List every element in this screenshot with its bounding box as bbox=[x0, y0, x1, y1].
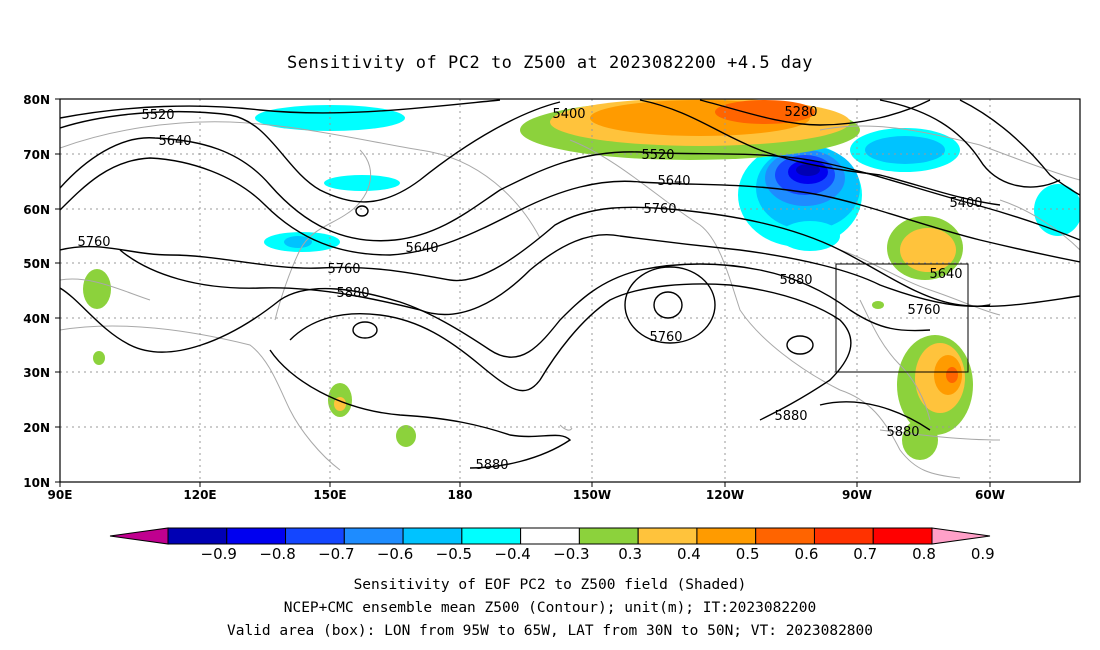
contour-label: 5760 bbox=[643, 202, 676, 217]
colorbar-segment bbox=[872, 527, 933, 545]
colorbar-left-arrow bbox=[109, 527, 169, 545]
figure-title: Sensitivity of PC2 to Z500 at 2023082200… bbox=[287, 53, 813, 73]
colorbar-tick-label: 0.9 bbox=[971, 545, 995, 563]
contour-label: 5880 bbox=[774, 409, 807, 424]
contour-label: 5880 bbox=[336, 286, 369, 301]
lat-lon-grid bbox=[60, 99, 1080, 482]
contour-label: 5640 bbox=[657, 174, 690, 189]
caption-line-3: Valid area (box): LON from 95W to 65W, L… bbox=[227, 623, 873, 639]
lon-label: 120E bbox=[183, 488, 216, 502]
colorbar: −0.9 −0.8 −0.7 −0.6 −0.5 −0.4 −0.3 0.3 0.4 0.5 0.6… bbox=[109, 527, 995, 563]
lat-label: 70N bbox=[23, 148, 50, 162]
colorbar-tick-label: −0.4 bbox=[494, 545, 530, 563]
colorbar-tick-label: −0.3 bbox=[553, 545, 589, 563]
axis-ticks bbox=[55, 98, 991, 487]
colorbar-right-arrow bbox=[931, 527, 991, 545]
colorbar-tick-label: −0.8 bbox=[259, 545, 295, 563]
lon-label: 90W bbox=[842, 488, 872, 502]
contour-label: 5760 bbox=[327, 262, 360, 277]
map-content bbox=[60, 99, 1080, 482]
colorbar-tick-label: 0.4 bbox=[677, 545, 701, 563]
contour-label: 5520 bbox=[141, 108, 174, 123]
contour-label: 5640 bbox=[405, 241, 438, 256]
contour-label: 5760 bbox=[907, 303, 940, 318]
caption-line-2: NCEP+CMC ensemble mean Z500 (Contour); u… bbox=[284, 600, 817, 616]
contour-label: 5760 bbox=[77, 235, 110, 250]
lon-label: 180 bbox=[447, 488, 472, 502]
caption-line-1: Sensitivity of EOF PC2 to Z500 field (Sh… bbox=[354, 577, 747, 593]
colorbar-segment bbox=[813, 527, 874, 545]
colorbar-segment bbox=[520, 527, 580, 545]
colorbar-tick-label: 0.6 bbox=[795, 545, 819, 563]
contour-label: 5760 bbox=[649, 330, 682, 345]
contour-label: 5880 bbox=[475, 458, 508, 473]
colorbar-segment bbox=[285, 527, 345, 545]
lon-label: 120W bbox=[706, 488, 744, 502]
colorbar-tick-label: −0.9 bbox=[201, 545, 237, 563]
map-panel: 5520 5640 5760 5640 5760 5880 5400 5520 … bbox=[23, 93, 1081, 502]
latitude-labels: 80N 70N 60N 50N 40N 30N 20N 10N bbox=[23, 93, 50, 490]
positive-sensitivity-shading bbox=[83, 99, 973, 460]
colorbar-tick-label: 0.5 bbox=[736, 545, 760, 563]
colorbar-tick-label: −0.6 bbox=[377, 545, 413, 563]
colorbar-tick-label: −0.7 bbox=[318, 545, 354, 563]
contour-label: 5400 bbox=[949, 196, 982, 211]
contour-label: 5400 bbox=[552, 107, 585, 122]
colorbar-segment bbox=[696, 527, 757, 545]
colorbar-segment bbox=[343, 527, 404, 545]
colorbar-tick-label: 0.3 bbox=[618, 545, 642, 563]
colorbar-segment bbox=[167, 527, 228, 545]
map-frame bbox=[59, 98, 1081, 483]
lat-label: 60N bbox=[23, 203, 50, 217]
lat-label: 50N bbox=[23, 257, 50, 271]
lat-label: 10N bbox=[23, 476, 50, 490]
valid-area-box bbox=[835, 263, 969, 373]
colorbar-tick-label: −0.5 bbox=[436, 545, 472, 563]
colorbar-segment bbox=[402, 527, 463, 545]
z500-contours bbox=[60, 99, 1080, 469]
lat-label: 40N bbox=[23, 312, 50, 326]
lat-label: 20N bbox=[23, 421, 50, 435]
contour-label: 5280 bbox=[784, 105, 817, 120]
colorbar-tick-label: 0.7 bbox=[853, 545, 877, 563]
colorbar-tick-label: 0.8 bbox=[912, 545, 936, 563]
lon-label: 90E bbox=[48, 488, 73, 502]
colorbar-segment bbox=[755, 527, 815, 545]
contour-labels: 5520 5640 5760 5640 5760 5880 5400 5520 … bbox=[77, 105, 982, 473]
contour-label: 5520 bbox=[641, 148, 674, 163]
contour-label: 5640 bbox=[158, 134, 191, 149]
lon-label: 150W bbox=[573, 488, 611, 502]
colorbar-segment bbox=[226, 527, 287, 545]
lon-label: 60W bbox=[975, 488, 1005, 502]
longitude-labels: 90E 120E 150E 180 150W 120W 90W 60W bbox=[48, 488, 1005, 502]
lat-label: 30N bbox=[23, 366, 50, 380]
contour-label: 5880 bbox=[886, 425, 919, 440]
contour-label: 5640 bbox=[929, 267, 962, 282]
colorbar-segment bbox=[637, 527, 698, 545]
colorbar-segment bbox=[578, 527, 639, 545]
coastlines bbox=[60, 121, 1080, 479]
lat-label: 80N bbox=[23, 93, 50, 107]
lon-label: 150E bbox=[313, 488, 346, 502]
colorbar-segment bbox=[461, 527, 522, 545]
contour-label: 5880 bbox=[779, 273, 812, 288]
